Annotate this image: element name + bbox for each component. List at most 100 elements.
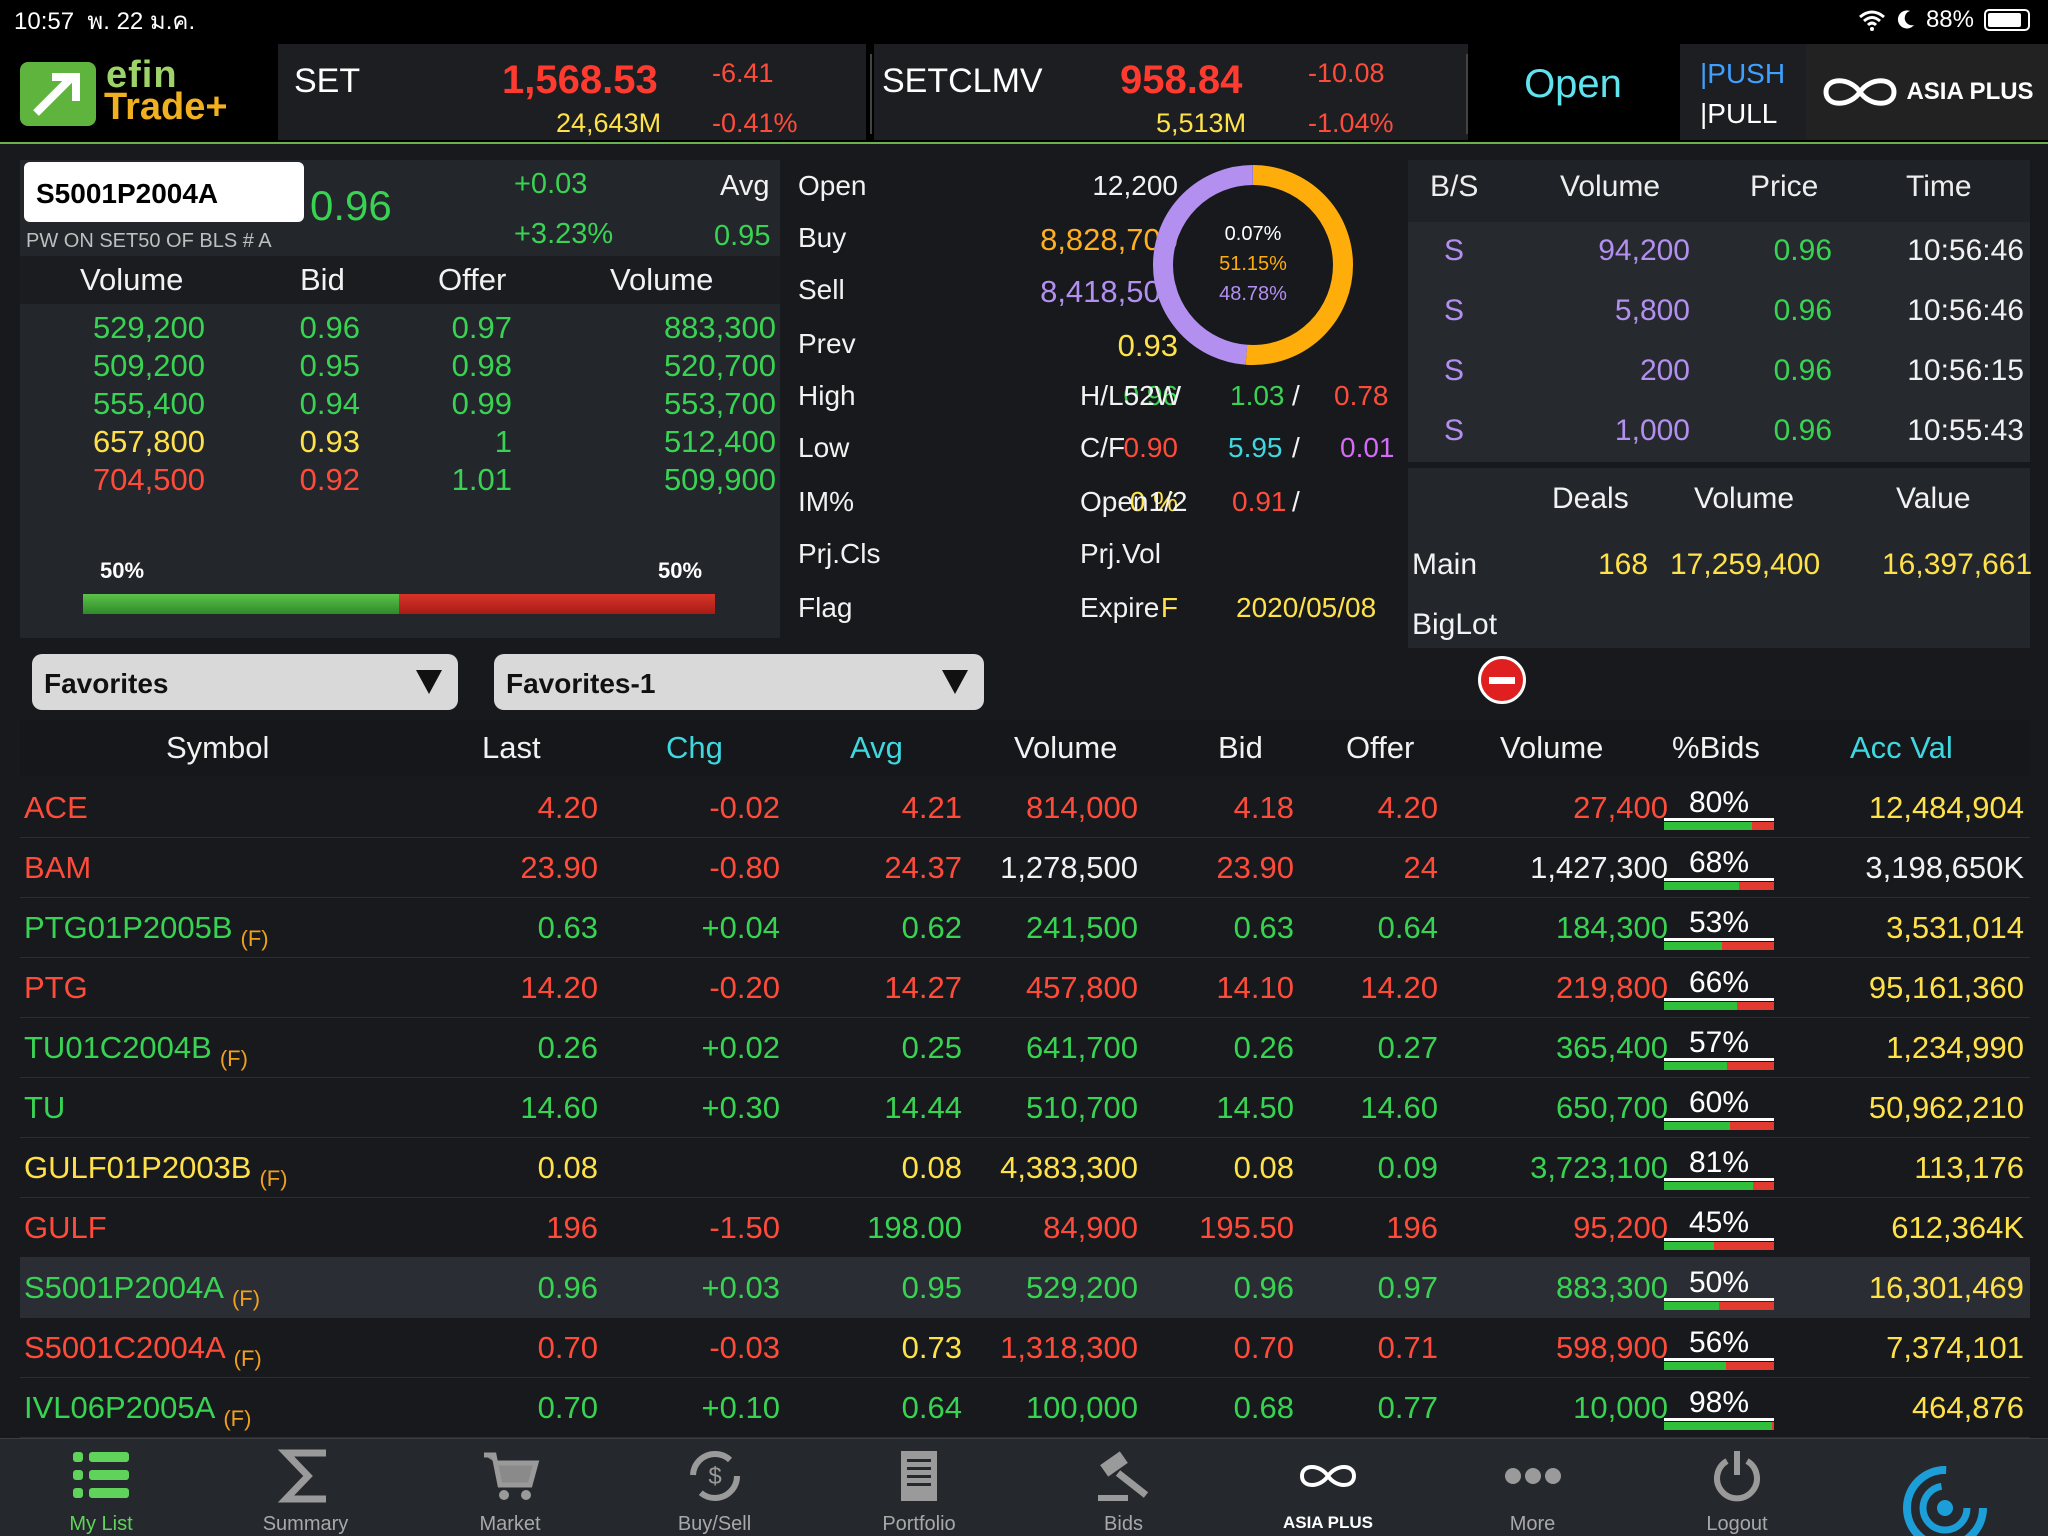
watch-bid: 0.96 — [1233, 1270, 1294, 1305]
watchlist-row[interactable]: PTG01P2005B (F) 0.63 +0.04 0.62 241,500 0.63 0.… — [20, 898, 2030, 958]
nav-logout[interactable]: Logout — [1662, 1439, 1812, 1536]
infinity-icon — [1823, 78, 1897, 106]
asia-plus-logo: ASIA PLUS — [1806, 44, 2048, 140]
nav-label: Buy/Sell — [677, 1513, 752, 1535]
set-index-box[interactable]: SET 1,568.53 -6.41 24,643M -0.41% — [278, 44, 866, 140]
setclmv-index-value: 958.84 — [1120, 58, 1243, 102]
watch-vol: 641,700 — [1025, 1030, 1138, 1065]
watch-symbol-text: PTG — [24, 970, 88, 1005]
watch-acc-val: 3,198,650K — [1865, 850, 2024, 885]
nav-more[interactable]: More — [1458, 1439, 1608, 1536]
watch-acc-val: 7,374,101 — [1886, 1330, 2024, 1365]
nav-market[interactable]: Market — [435, 1439, 585, 1536]
watch-chg: +0.10 — [701, 1390, 780, 1425]
refresh-spinner-icon[interactable] — [1900, 1450, 1990, 1536]
ticker-time: 10:56:46 — [1907, 234, 2024, 267]
watch-last: 14.20 — [520, 970, 598, 1005]
wh-chg[interactable]: Chg — [666, 730, 723, 765]
nav-summary[interactable]: Summary — [231, 1439, 381, 1536]
push-label[interactable]: |PUSH — [1700, 58, 1786, 89]
remove-icon[interactable] — [1478, 656, 1526, 704]
donut-sell-arc — [1153, 165, 1353, 365]
pct-bids-bar: 57% — [1664, 1026, 1774, 1072]
list-icon — [71, 1447, 131, 1505]
pct-bids-underline — [1664, 1298, 1774, 1301]
symbol-input[interactable]: S5001P2004A — [24, 162, 304, 222]
orderbook-row[interactable]: 555,400 0.94 0.99 553,700 — [20, 386, 780, 436]
wh-avg[interactable]: Avg — [850, 730, 903, 765]
push-pull-toggle[interactable]: |PUSH |PULL — [1680, 44, 1806, 140]
pct-bids-bar: 80% — [1664, 786, 1774, 832]
pct-bids-bar: 50% — [1664, 1266, 1774, 1312]
orderbook-header: Volume Bid Offer Volume — [20, 256, 780, 304]
pct-bids-value: 81% — [1688, 1146, 1750, 1179]
pct-bids-value: 45% — [1688, 1206, 1750, 1239]
orderbook-row[interactable]: 509,200 0.95 0.98 520,700 — [20, 348, 780, 398]
stat-high-label: High — [798, 380, 856, 411]
orderbook-row[interactable]: 529,200 0.96 0.97 883,300 — [20, 310, 780, 360]
wh-offer[interactable]: Offer — [1346, 730, 1415, 765]
watchlist-row[interactable]: TU 14.60 +0.30 14.44 510,700 14.50 14.60 650,70… — [20, 1078, 2030, 1138]
wh-volume2[interactable]: Volume — [1500, 730, 1604, 765]
wh-symbol[interactable]: Symbol — [166, 730, 270, 765]
watchlist-row[interactable]: ACE 4.20 -0.02 4.21 814,000 4.18 4.20 27,400 80%… — [20, 778, 2030, 838]
watch-bid: 4.18 — [1233, 790, 1294, 825]
setclmv-index-box[interactable]: SETCLMV 958.84 -10.08 5,513M -1.04% — [874, 44, 1468, 140]
watchlist-row[interactable]: TU01C2004B (F) 0.26 +0.02 0.25 641,700 0.26 0.2… — [20, 1018, 2030, 1078]
ob-offer-volume: 883,300 — [663, 310, 776, 345]
offer-ratio-pct: 50% — [658, 558, 703, 583]
divider — [870, 54, 872, 134]
pct-bids-green — [1664, 1362, 1726, 1370]
favorites-list-select[interactable]: Favorites-1 — [494, 654, 984, 710]
nav-my-list[interactable]: My List — [26, 1439, 176, 1536]
wh-bid[interactable]: Bid — [1218, 730, 1263, 765]
wh-pct-bids[interactable]: %Bids — [1672, 730, 1760, 765]
nav-portfolio[interactable]: Portfolio — [844, 1439, 994, 1536]
watch-acc-val: 1,234,990 — [1886, 1030, 2024, 1065]
wh-last[interactable]: Last — [482, 730, 541, 765]
watch-chg: -0.03 — [709, 1330, 780, 1365]
orderbook-row[interactable]: 704,500 0.92 1.01 509,900 — [20, 462, 780, 512]
stat-low-value: 0.90 — [1123, 432, 1179, 463]
watchlist-row[interactable]: PTG 14.20 -0.20 14.27 457,800 14.10 14.20 219,8… — [20, 958, 2030, 1018]
watchlist-row[interactable]: S5001P2004A (F) 0.96 +0.03 0.95 529,200 0.96 0.… — [20, 1258, 2030, 1318]
watch-acc-val: 3,531,014 — [1886, 910, 2024, 945]
watch-flag: (F) — [219, 1046, 248, 1071]
pct-bids-green — [1664, 1122, 1730, 1130]
nav-buy-sell[interactable]: $ Buy/Sell — [640, 1439, 790, 1536]
stat-cf2-value: 0.01 — [1340, 432, 1395, 463]
stat-prev-value: 0.93 — [1117, 328, 1178, 363]
pct-bids-green — [1664, 1422, 1772, 1430]
nav-bids[interactable]: Bids — [1049, 1439, 1199, 1536]
stat-expire-value: 2020/05/08 — [1236, 592, 1377, 623]
watch-last: 0.26 — [537, 1030, 598, 1065]
watch-symbol: TU01C2004B (F) — [24, 1030, 248, 1071]
watch-offer: 0.27 — [1377, 1030, 1438, 1065]
watch-vol2: 650,700 — [1555, 1090, 1668, 1125]
watchlist-row[interactable]: BAM 23.90 -0.80 24.37 1,278,500 23.90 24 1,427,… — [20, 838, 2030, 898]
watchlist-row[interactable]: GULF 196 -1.50 198.00 84,900 195.50 196 95,200 4… — [20, 1198, 2030, 1258]
pull-label[interactable]: |PULL — [1700, 98, 1778, 129]
wh-volume[interactable]: Volume — [1014, 730, 1118, 765]
stat-cf-label: C/F — [1080, 432, 1126, 463]
watchlist-row[interactable]: IVL06P2005A (F) 0.70 +0.10 0.64 100,000 0.68 0.… — [20, 1378, 2030, 1438]
watch-symbol-text: GULF — [24, 1210, 107, 1245]
ticker-side: S — [1444, 414, 1465, 447]
watch-vol: 241,500 — [1025, 910, 1138, 945]
orderbook-row[interactable]: 657,800 0.93 1 512,400 — [20, 424, 780, 474]
pct-bids-green — [1664, 1002, 1737, 1010]
watchlist-row[interactable]: GULF01P2003B (F) 0.08 0.08 4,383,300 0.08 0.09… — [20, 1138, 2030, 1198]
market-state: Open — [1524, 62, 1622, 106]
ticker-head-price: Price — [1750, 170, 1819, 203]
watch-avg: 4.21 — [901, 790, 962, 825]
favorites-group-select[interactable]: Favorites — [32, 654, 458, 710]
watchlist-row[interactable]: S5001C2004A (F) 0.70 -0.03 0.73 1,318,300 0.70… — [20, 1318, 2030, 1378]
watch-flag: (F) — [223, 1406, 252, 1431]
nav-asia-plus[interactable]: ASIA PLUS — [1253, 1439, 1403, 1536]
watch-symbol: PTG01P2005B (F) — [24, 910, 269, 951]
wh-acc-val[interactable]: Acc Val — [1850, 730, 1953, 765]
nav-label: Logout — [1706, 1513, 1768, 1535]
watch-vol2: 1,427,300 — [1530, 850, 1668, 885]
watch-symbol-text: TU01C2004B — [24, 1030, 212, 1065]
watch-acc-val: 50,962,210 — [1868, 1090, 2024, 1125]
